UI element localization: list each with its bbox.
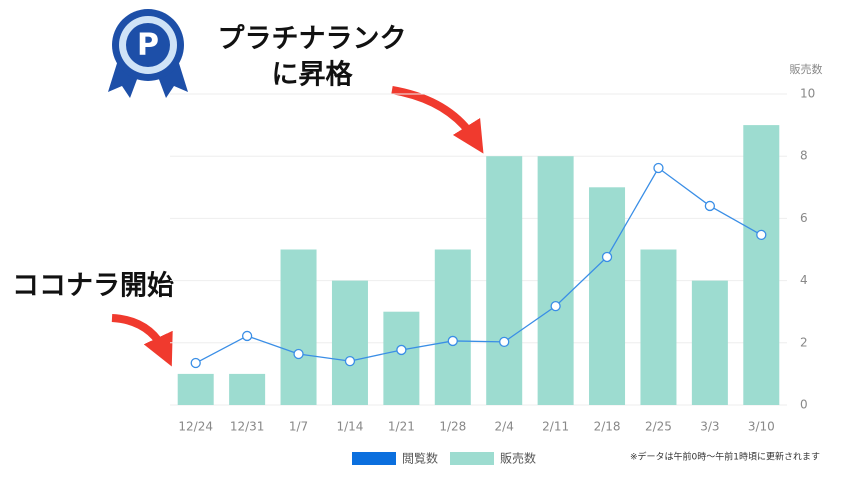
x-tick-label: 12/31 [230, 420, 265, 434]
y-tick-label: 0 [800, 398, 808, 412]
x-tick-label: 2/11 [542, 420, 569, 434]
annotation: に昇格 [272, 60, 354, 91]
annotation: ココナラ開始 [12, 270, 174, 302]
x-tick-label: 2/25 [645, 420, 672, 434]
bar [537, 156, 574, 405]
legend-label: 閲覧数 [402, 451, 438, 466]
bar [691, 280, 728, 405]
point [344, 355, 356, 367]
point [447, 335, 458, 347]
x-tick-label: 2/18 [594, 420, 621, 434]
point [396, 344, 407, 356]
x-tick-label: 1/14 [336, 420, 363, 434]
bar [229, 373, 266, 405]
y-tick-label: 4 [800, 273, 808, 287]
point [293, 348, 304, 360]
point [704, 200, 716, 212]
svg-text:P: P [137, 28, 159, 63]
point [550, 300, 561, 312]
bar [434, 249, 471, 405]
legend-swatch [352, 452, 396, 465]
x-tick-label: 2/4 [495, 420, 514, 434]
y-tick-label: 10 [800, 87, 815, 101]
bar [486, 156, 523, 405]
point [653, 162, 664, 174]
bar [280, 249, 317, 405]
point [499, 336, 510, 348]
y-tick-label: 2 [800, 335, 808, 349]
bar [640, 249, 677, 405]
annotation: プラチナランク [218, 24, 407, 55]
x-tick-label: 3/3 [700, 420, 719, 434]
x-tick-label: 12/24 [178, 420, 213, 434]
bar [383, 311, 420, 405]
y-axis-title: 販売数 [790, 63, 823, 76]
y-tick-label: 8 [800, 149, 808, 163]
arrow [391, 86, 484, 154]
point [756, 229, 767, 241]
bar [177, 373, 214, 405]
badge: P [108, 9, 188, 98]
note: ※データは午前0時〜午前1時頃に更新されます [630, 451, 820, 463]
bar [331, 280, 368, 405]
y-tick-label: 6 [800, 211, 808, 225]
legend-swatch [450, 452, 494, 465]
x-tick-label: 1/28 [439, 420, 466, 434]
legend-label: 販売数 [500, 451, 536, 466]
x-tick-label: 1/7 [289, 420, 308, 434]
x-tick-label: 1/21 [388, 420, 415, 434]
point [190, 357, 201, 369]
bar [743, 125, 780, 405]
point [241, 330, 253, 342]
line [195, 167, 762, 364]
x-tick-label: 3/10 [748, 420, 775, 434]
point [601, 251, 613, 263]
bar [589, 187, 626, 405]
arrow [111, 314, 173, 367]
